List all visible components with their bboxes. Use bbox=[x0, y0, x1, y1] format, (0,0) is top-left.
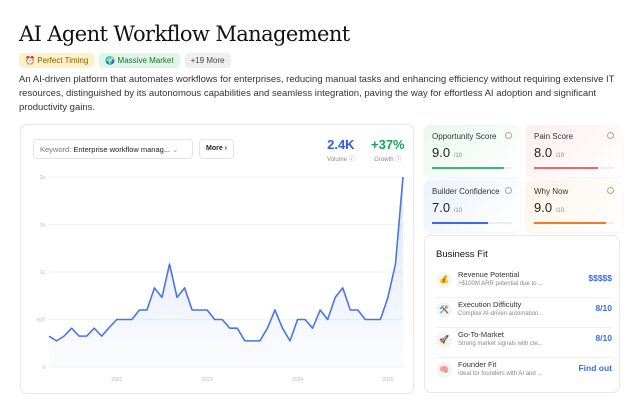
x-tick-label: 2022 bbox=[111, 377, 122, 383]
tools-icon: 🛠️ bbox=[436, 302, 452, 318]
volume-label: Volume bbox=[327, 157, 348, 163]
money-bag-icon: 💰 bbox=[436, 272, 452, 288]
row-value: 8/10 bbox=[595, 303, 612, 313]
score-max: /10 bbox=[453, 153, 463, 159]
row-title: Revenue Potential bbox=[458, 270, 520, 279]
business-fit-card: Business Fit 💰 Revenue Potential >$100M AR… bbox=[424, 235, 620, 393]
keyword-label: Keyword: bbox=[40, 145, 72, 154]
keyword-select[interactable]: Keyword: Enterprise workflow manag... ⌄ bbox=[33, 139, 193, 159]
business-fit-row[interactable]: 💰 Revenue Potential >$100M ARR potential d… bbox=[436, 268, 612, 298]
info-icon[interactable]: ⓘ bbox=[395, 157, 402, 163]
chevron-down-icon: ⌄ bbox=[172, 145, 179, 154]
score-value: 9.0 bbox=[534, 200, 553, 215]
info-icon[interactable] bbox=[505, 132, 512, 139]
business-fit-row[interactable]: 🛠️ Execution Difficulty Complex AI-driven … bbox=[436, 298, 612, 328]
more-label: More bbox=[206, 145, 223, 152]
score-card-why-now[interactable]: Why Now 9.0 /10 bbox=[526, 180, 622, 232]
info-icon[interactable] bbox=[607, 187, 614, 194]
x-tick-label: 2023 bbox=[202, 377, 213, 383]
row-title: Go-To-Market bbox=[458, 330, 504, 339]
more-button[interactable]: More › bbox=[199, 139, 234, 159]
y-tick-label: 0 bbox=[42, 365, 45, 371]
score-max: /10 bbox=[555, 208, 565, 214]
y-tick-label: 2k bbox=[40, 223, 46, 229]
score-name: Pain Score bbox=[534, 132, 574, 141]
trend-chart-card: 0 600 1k 2k 2k 2022 2023 2024 2025 Keyword: Ente… bbox=[20, 124, 414, 394]
tag-label: Massive Market bbox=[117, 56, 174, 65]
tag-label: Perfect Timing bbox=[37, 56, 89, 65]
tag-perfect-timing[interactable]: ⏰ Perfect Timing bbox=[19, 53, 95, 68]
volume-stat: 2.4K Volume ⓘ bbox=[327, 137, 355, 163]
trend-chart: 0 600 1k 2k 2k 2022 2023 2024 2025 bbox=[37, 175, 404, 383]
trend-area bbox=[49, 177, 403, 367]
growth-stat: +37% Growth ⓘ bbox=[371, 137, 405, 163]
score-max: /10 bbox=[453, 208, 463, 214]
row-value: $$$$$ bbox=[588, 273, 612, 283]
more-tags-button[interactable]: +19 More bbox=[184, 53, 231, 68]
tag-massive-market[interactable]: 🌍 Massive Market bbox=[99, 53, 180, 68]
score-bar bbox=[432, 167, 512, 169]
row-title: Execution Difficulty bbox=[458, 300, 522, 309]
growth-label: Growth bbox=[374, 157, 394, 163]
brain-icon: 🧠 bbox=[436, 362, 452, 378]
volume-value: 2.4K bbox=[327, 137, 355, 152]
score-value: 9.0 bbox=[432, 145, 451, 160]
x-tick-label: 2024 bbox=[292, 377, 303, 383]
row-description: Complex AI-driven automation... bbox=[458, 311, 544, 317]
business-fit-row[interactable]: 🚀 Go-To-Market Strong market signals with … bbox=[436, 328, 612, 358]
y-tick-label: 2k bbox=[40, 175, 46, 181]
y-tick-label: 600 bbox=[37, 318, 46, 324]
score-name: Why Now bbox=[534, 187, 569, 196]
score-card-opportunity-score[interactable]: Opportunity Score 9.0 /10 bbox=[424, 125, 520, 177]
y-tick-label: 1k bbox=[40, 270, 46, 276]
business-fit-title: Business Fit bbox=[436, 249, 488, 260]
row-description: Strong market signals with cle... bbox=[458, 341, 543, 347]
alarm-clock-icon: ⏰ bbox=[25, 56, 35, 65]
score-card-builder-confidence[interactable]: Builder Confidence 7.0 /10 bbox=[424, 180, 520, 232]
score-bar bbox=[534, 167, 614, 169]
keyword-value: Enterprise workflow manag... bbox=[73, 145, 171, 154]
row-description: >$100M ARR potential due to ... bbox=[458, 281, 544, 287]
score-name: Builder Confidence bbox=[432, 187, 500, 196]
trend-line bbox=[48, 176, 404, 342]
row-title: Founder Fit bbox=[458, 360, 497, 369]
business-fit-row[interactable]: 🧠 Founder Fit Ideal for founders with AI a… bbox=[436, 358, 612, 388]
page-title: AI Agent Workflow Management bbox=[19, 22, 350, 46]
info-icon[interactable] bbox=[505, 187, 512, 194]
row-description: Ideal for founders with AI and ... bbox=[458, 371, 543, 377]
growth-value: +37% bbox=[371, 137, 405, 152]
x-tick-label: 2025 bbox=[382, 377, 393, 383]
score-value: 7.0 bbox=[432, 200, 451, 215]
globe-icon: 🌍 bbox=[105, 56, 116, 65]
score-max: /10 bbox=[555, 153, 565, 159]
tag-list: ⏰ Perfect Timing 🌍 Massive Market +19 Mo… bbox=[19, 53, 231, 68]
score-card-pain-score[interactable]: Pain Score 8.0 /10 bbox=[526, 125, 622, 177]
score-value: 8.0 bbox=[534, 145, 553, 160]
description: An AI-driven platform that automates wor… bbox=[19, 74, 615, 113]
info-icon[interactable] bbox=[607, 132, 614, 139]
score-bar bbox=[534, 222, 614, 224]
rocket-icon: 🚀 bbox=[436, 332, 452, 348]
row-value: 8/10 bbox=[595, 333, 612, 343]
row-value[interactable]: Find out bbox=[578, 363, 612, 373]
score-bar bbox=[432, 222, 512, 224]
info-icon[interactable]: ⓘ bbox=[348, 157, 355, 163]
score-name: Opportunity Score bbox=[432, 132, 497, 141]
